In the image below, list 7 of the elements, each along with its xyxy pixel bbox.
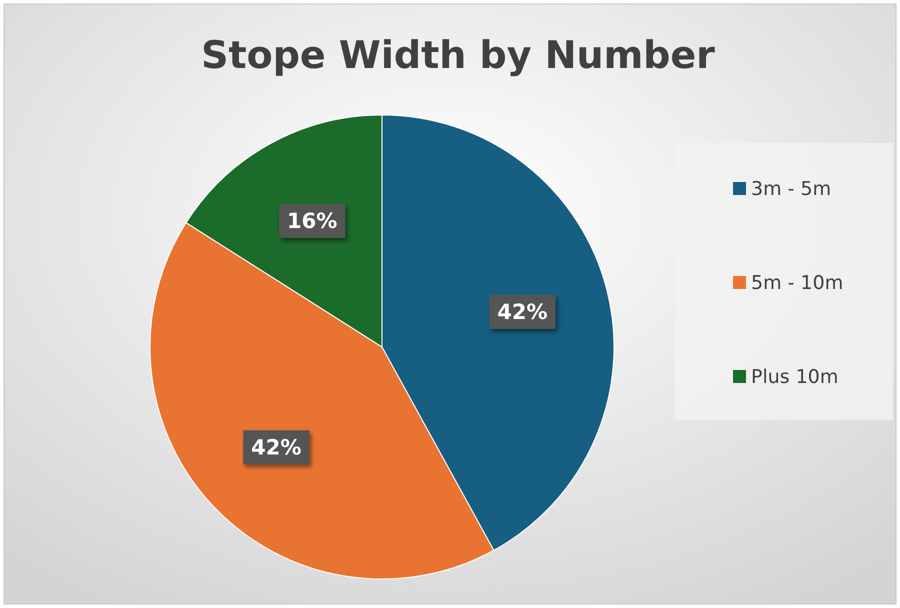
- chart-title: Stope Width by Number: [201, 33, 716, 77]
- data-label: 16%: [287, 208, 338, 233]
- data-label: 42%: [497, 300, 548, 324]
- legend-label: 5m - 10m: [751, 272, 844, 294]
- slice-label: 3m - 5m: [751, 178, 832, 200]
- legend-label: Plus 10m: [751, 366, 838, 388]
- data-label: 42%: [251, 435, 302, 460]
